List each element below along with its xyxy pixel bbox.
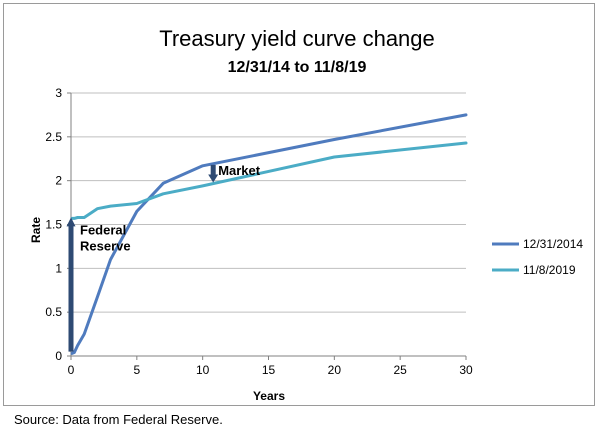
y-tick-label-6: 3: [55, 86, 62, 100]
tick-labels: 00.511.522.530 5 10 15 20 25 30: [45, 86, 473, 377]
legend-label-1: 11/8/2019: [523, 263, 576, 277]
y-axis-title: Rate: [29, 217, 43, 243]
legend-label-0: 12/31/2014: [523, 237, 583, 251]
y-tick-label-5: 2.5: [45, 130, 62, 144]
series-line-0: [70, 113, 468, 355]
legend: 12/31/2014 11/8/2019: [492, 237, 583, 277]
gridlines: [71, 92, 466, 313]
y-tick-label-0: 0: [55, 349, 62, 363]
x-tick-label-1: 5: [133, 363, 140, 377]
series-lines: [70, 113, 468, 355]
x-tick-label-2: 10: [196, 363, 210, 377]
market-arrow-head: [208, 174, 219, 183]
x-tick-label-3: 15: [262, 363, 276, 377]
x-tick-label-6: 30: [459, 363, 473, 377]
y-tick-label-2: 1: [55, 261, 62, 275]
chart-title: Treasury yield curve change: [159, 26, 435, 51]
x-tick-label-0: 0: [68, 363, 75, 377]
y-tick-label-3: 1.5: [45, 218, 62, 232]
federal-reserve-arrow-head: [66, 217, 76, 227]
federal-reserve-arrow-shaft: [68, 225, 74, 352]
axes: [67, 92, 467, 360]
y-tick-label-1: 0.5: [45, 305, 62, 319]
market-label: Market: [218, 163, 261, 178]
chart-frame: Treasury yield curve change 12/31/14 to …: [3, 3, 595, 406]
chart-subtitle: 12/31/14 to 11/8/19: [228, 59, 367, 76]
x-axis-title: Years: [253, 389, 285, 403]
y-tick-label-4: 2: [55, 174, 62, 188]
x-tick-label-5: 25: [393, 363, 407, 377]
x-tick-label-4: 20: [328, 363, 342, 377]
yield-curve-chart: Treasury yield curve change 12/31/14 to …: [29, 26, 583, 403]
source-note: Source: Data from Federal Reserve.: [14, 412, 223, 427]
series-line-1: [70, 141, 468, 220]
market-arrow-shaft: [210, 164, 216, 176]
federal-reserve-label-1: Reserve: [80, 238, 131, 253]
federal-reserve-label-0: Federal: [80, 222, 126, 237]
